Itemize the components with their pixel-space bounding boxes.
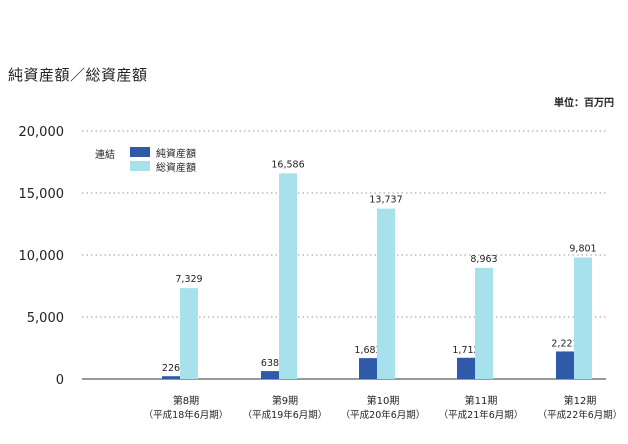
data-label-net-assets: 226 — [162, 363, 180, 374]
bar-total-assets — [377, 208, 395, 379]
category-sublabel: （平成18年6月期） — [144, 409, 229, 421]
category-label: 第11期 — [465, 394, 498, 407]
y-tick-label: 5,000 — [27, 311, 64, 326]
legend-swatch-net-assets — [130, 147, 150, 157]
bar-net-assets — [162, 376, 180, 379]
data-label-total-assets: 8,963 — [470, 254, 497, 265]
bar-net-assets — [457, 357, 475, 379]
category-sublabel: （平成19年6月期） — [243, 409, 328, 421]
bar-net-assets — [556, 351, 574, 379]
y-tick-label: 10,000 — [19, 249, 65, 264]
data-label-net-assets: 638 — [261, 358, 279, 369]
bar-total-assets — [279, 173, 297, 379]
category-sublabel: （平成22年6月期） — [538, 409, 623, 421]
category-sublabel: （平成21年6月期） — [439, 409, 524, 421]
bar-total-assets — [574, 257, 592, 379]
legend-label-net-assets: 純資産額 — [156, 147, 196, 160]
bar-net-assets — [261, 371, 279, 379]
data-label-total-assets: 9,801 — [569, 243, 596, 254]
category-sublabel: （平成20年6月期） — [341, 409, 426, 421]
data-label-total-assets: 13,737 — [369, 195, 402, 206]
data-label-total-assets: 16,586 — [271, 159, 304, 170]
category-label: 第8期 — [173, 394, 199, 407]
data-label-net-assets: 1,712 — [452, 345, 479, 356]
y-tick-label: 20,000 — [19, 125, 65, 140]
data-label-total-assets: 7,329 — [175, 274, 202, 285]
category-label: 第10期 — [367, 394, 400, 407]
y-tick-label: 0 — [56, 373, 64, 388]
category-label: 第9期 — [272, 394, 298, 407]
bar-total-assets — [475, 267, 493, 379]
y-tick-label: 15,000 — [19, 187, 65, 202]
bar-net-assets — [359, 358, 377, 379]
data-label-net-assets: 1,683 — [354, 345, 381, 356]
data-label-net-assets: 2,221 — [551, 338, 578, 349]
bar-total-assets — [180, 288, 198, 379]
category-label: 第12期 — [564, 394, 597, 407]
legend-group-label: 連結 — [95, 148, 115, 161]
legend-swatch-total-assets — [130, 161, 150, 171]
chart-title: 純資産額／総資産額 — [8, 66, 148, 84]
legend-label-total-assets: 総資産額 — [156, 161, 196, 174]
unit-label: 単位：百万円 — [554, 98, 614, 109]
